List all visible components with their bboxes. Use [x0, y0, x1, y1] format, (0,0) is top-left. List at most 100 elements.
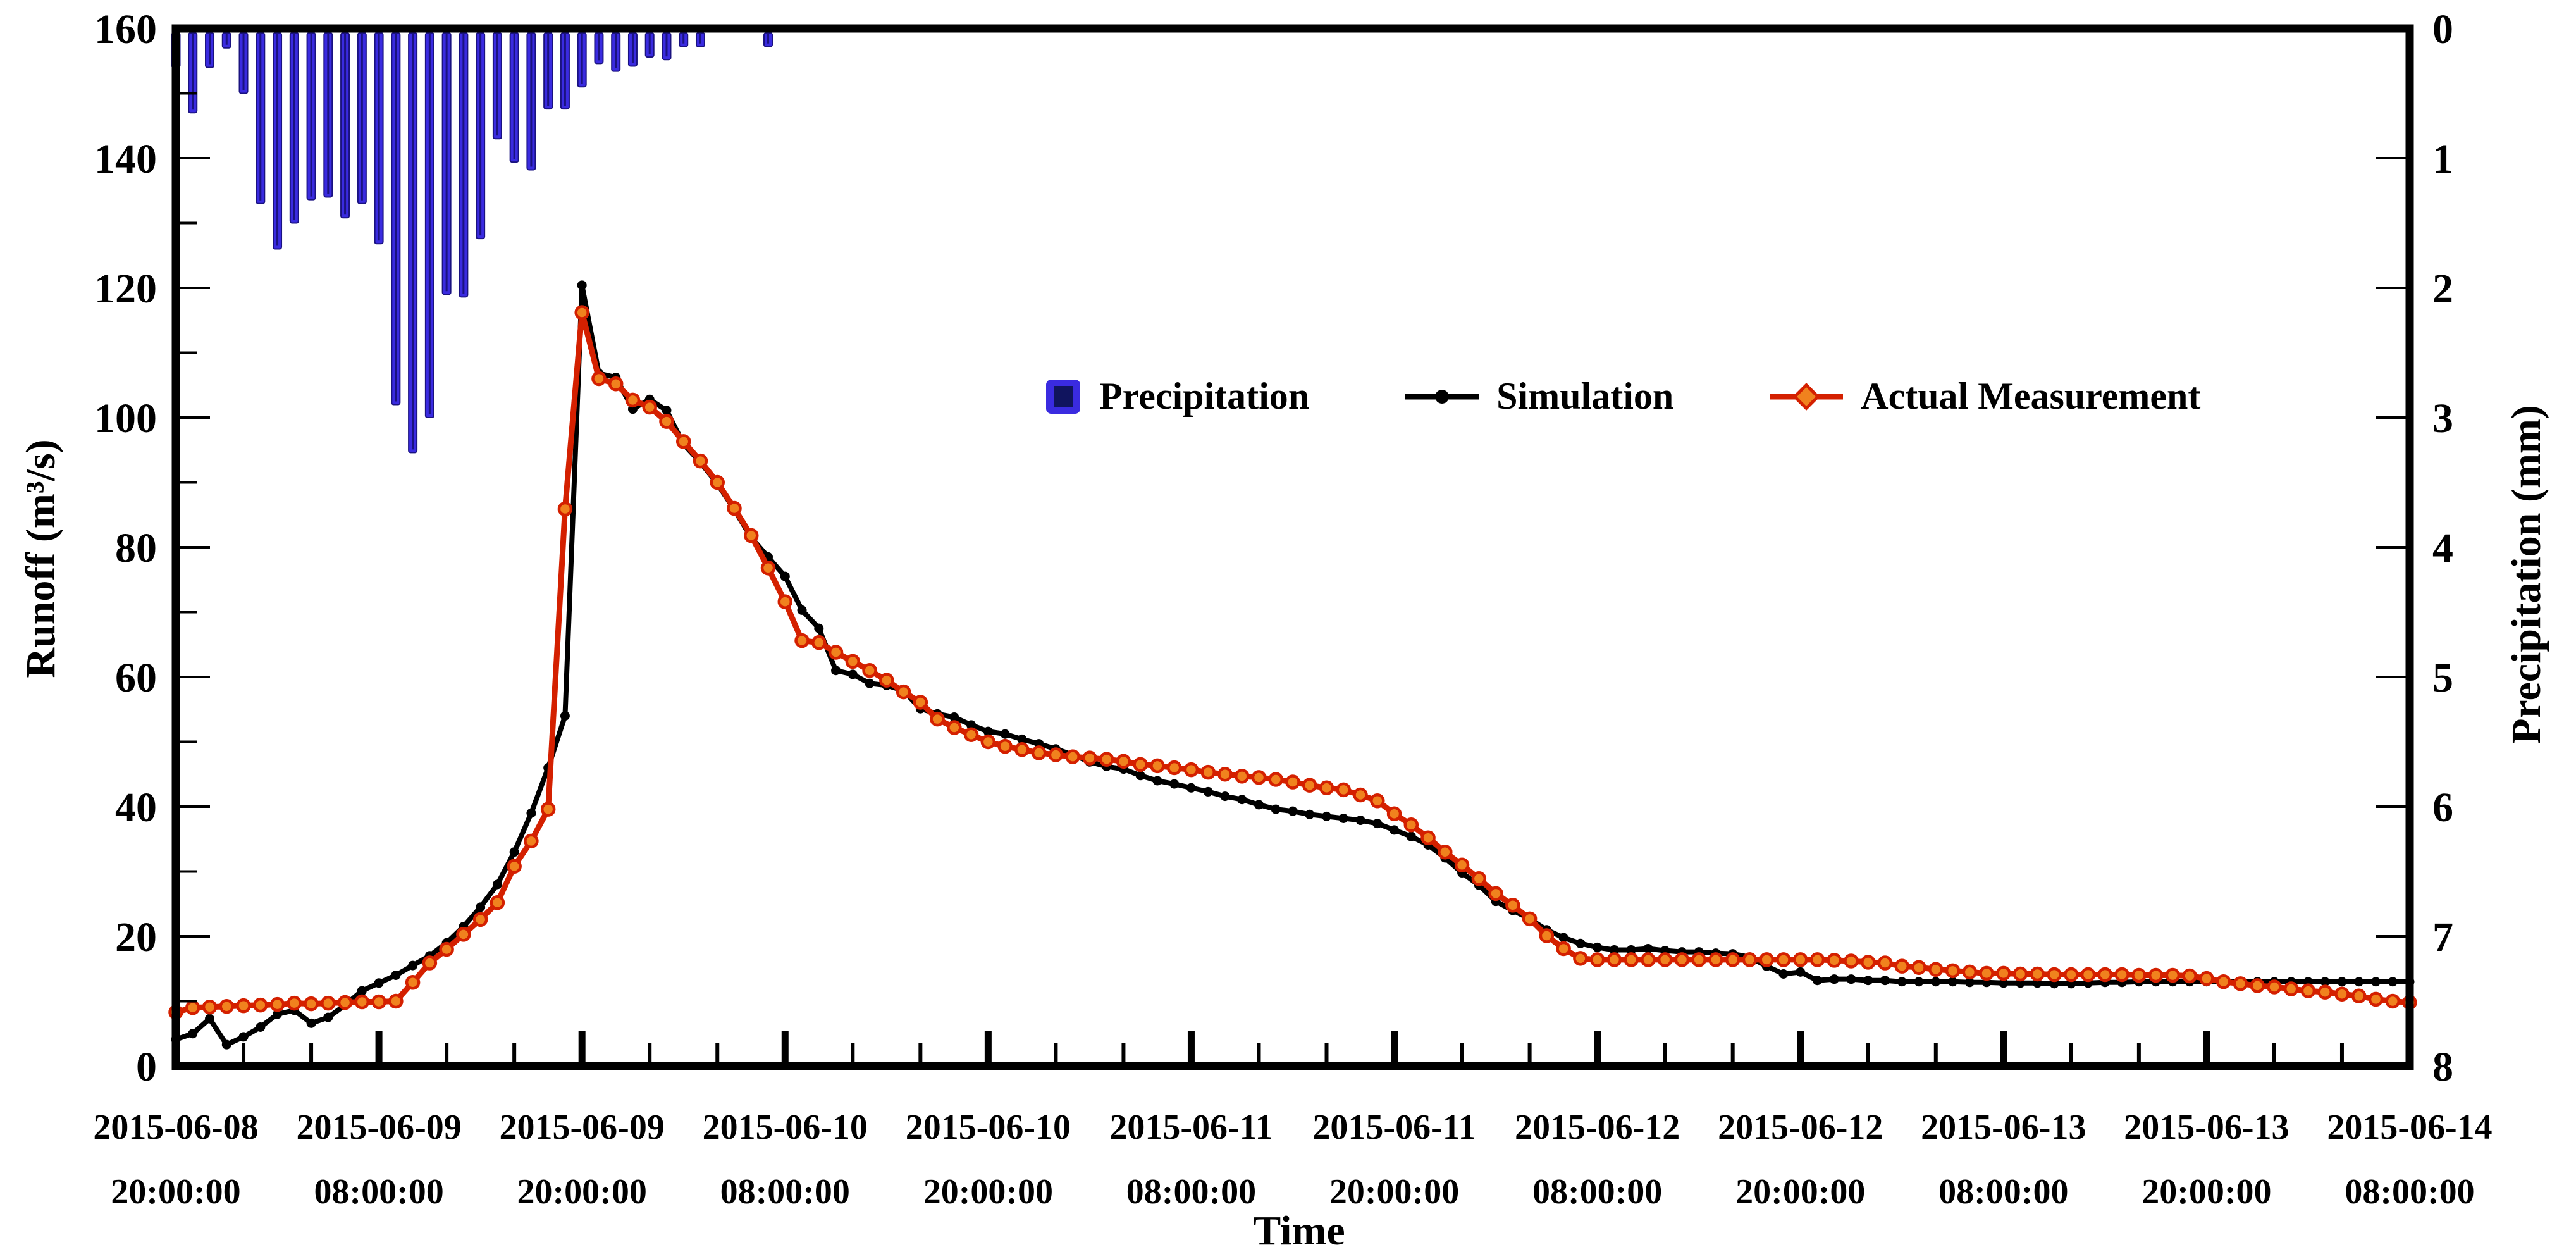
actual-measurement-point [2030, 966, 2045, 982]
actual-measurement-point [1166, 760, 1182, 776]
actual-measurement-point [1962, 964, 1978, 980]
x-tick-label-date: 2015-06-10 [703, 1108, 868, 1147]
x-tick-label-date: 2015-06-13 [1921, 1108, 2086, 1147]
actual-measurement-point [2012, 966, 2028, 982]
actual-measurement-point [219, 998, 235, 1014]
actual-measurement-point [845, 654, 861, 669]
actual-measurement-point [2165, 967, 2181, 983]
simulation-point [1000, 729, 1010, 739]
actual-measurement-point [2317, 984, 2333, 1000]
actual-measurement-point [269, 996, 285, 1012]
actual-measurement-point [2064, 967, 2079, 983]
simulation-point [966, 720, 977, 730]
precipitation-bar-icon [1046, 379, 1080, 414]
x-tick-label-date: 2015-06-09 [296, 1108, 461, 1147]
simulation-point [408, 960, 418, 971]
actual-measurement-point [947, 720, 962, 735]
simulation-point [1203, 786, 1213, 797]
actual-measurement-point [896, 684, 911, 700]
actual-measurement-point [1471, 871, 1487, 886]
x-tick-label-date: 2015-06-11 [1312, 1108, 1476, 1147]
simulation-point [1406, 831, 1416, 841]
y-axis-right-title: Precipitation (mm) [2503, 405, 2549, 744]
actual-measurement-point [1573, 951, 1588, 966]
actual-measurement-point [253, 997, 268, 1013]
actual-measurement-point [1641, 952, 1656, 967]
x-tick-label-date: 2015-06-11 [1109, 1108, 1273, 1147]
simulation-point [797, 605, 807, 615]
actual-measurement-point [422, 955, 438, 971]
y-right-tick-label: 2 [2432, 266, 2453, 312]
actual-measurement-point [1302, 778, 1317, 793]
simulation-point [1964, 977, 1975, 988]
x-tick-label-time: 20:00:00 [517, 1172, 647, 1212]
actual-measurement-point [1776, 952, 1791, 967]
actual-measurement-point [1438, 845, 1453, 860]
x-tick-label-time: 20:00:00 [1329, 1172, 1459, 1212]
simulation-point [1220, 791, 1230, 802]
actual-measurement-point [1894, 958, 1910, 974]
actual-measurement-point [591, 371, 607, 387]
actual-measurement-point [2351, 988, 2367, 1004]
simulation-point [1593, 942, 1603, 952]
actual-measurement-point [1336, 782, 1352, 798]
y-right-tick-label: 6 [2432, 785, 2453, 831]
actual-measurement-point [2148, 967, 2164, 983]
actual-measurement-point [1809, 952, 1825, 967]
actual-measurement-point [1674, 952, 1690, 967]
simulation-point [374, 978, 384, 988]
actual-measurement-point [1116, 754, 1131, 769]
actual-measurement-point [1234, 769, 1250, 784]
actual-measurement-point [1133, 757, 1148, 772]
actual-measurement-point [456, 927, 471, 942]
simulation-point [1271, 804, 1281, 814]
y-left-tick-label: 140 [94, 136, 157, 182]
simulation-point [1948, 977, 1958, 987]
simulation-point [2320, 977, 2330, 987]
actual-measurement-point [1792, 952, 1808, 967]
x-tick-label-date: 2015-06-14 [2327, 1108, 2492, 1147]
y-right-tick-label: 1 [2432, 136, 2453, 182]
legend: Precipitation Simulation Actual Measurem… [1044, 375, 2200, 418]
actual-measurement-point [608, 376, 624, 392]
actual-measurement-point [439, 941, 454, 957]
actual-measurement-point [2250, 978, 2265, 993]
actual-measurement-point [642, 399, 657, 415]
actual-measurement-point [1589, 952, 1605, 967]
simulation-point [1643, 943, 1653, 953]
actual-measurement-point [659, 414, 674, 429]
x-tick-label-time: 20:00:00 [2142, 1172, 2271, 1212]
actual-measurement-point [2215, 974, 2231, 989]
actual-measurement-point [202, 999, 218, 1015]
actual-measurement-point [1200, 764, 1216, 780]
actual-measurement-point [675, 434, 691, 449]
actual-measurement-point [1827, 953, 1842, 968]
legend-item-precipitation: Precipitation [1044, 375, 1309, 418]
actual-measurement-point [828, 645, 844, 660]
actual-measurement-point [727, 500, 742, 516]
actual-measurement-point [1268, 772, 1283, 787]
simulation-point [1305, 809, 1315, 819]
x-axis-title: Time [1253, 1208, 1345, 1254]
simulation-point [1372, 819, 1383, 829]
y-right-tick-label: 7 [2432, 914, 2453, 960]
actual-measurement-point [1556, 941, 1571, 957]
simulation-point [1931, 977, 1941, 987]
actual-measurement-point [2131, 967, 2147, 983]
simulation-point [1017, 734, 1027, 744]
simulation-point [1796, 967, 1806, 977]
actual-measurement-point [321, 995, 336, 1011]
x-tick-label-time: 20:00:00 [111, 1172, 240, 1212]
simulation-point [1914, 977, 1924, 987]
actual-measurement-point [1082, 750, 1097, 766]
x-tick-label-time: 20:00:00 [923, 1172, 1053, 1212]
x-tick-label-time: 08:00:00 [2345, 1172, 2474, 1212]
actual-measurement-point [524, 833, 539, 849]
actual-measurement-point [490, 895, 505, 910]
actual-measurement-point [304, 996, 319, 1012]
x-tick-label-time: 08:00:00 [1938, 1172, 2068, 1212]
actual-measurement-point [1861, 955, 1876, 970]
actual-measurement-point [1522, 911, 1538, 927]
